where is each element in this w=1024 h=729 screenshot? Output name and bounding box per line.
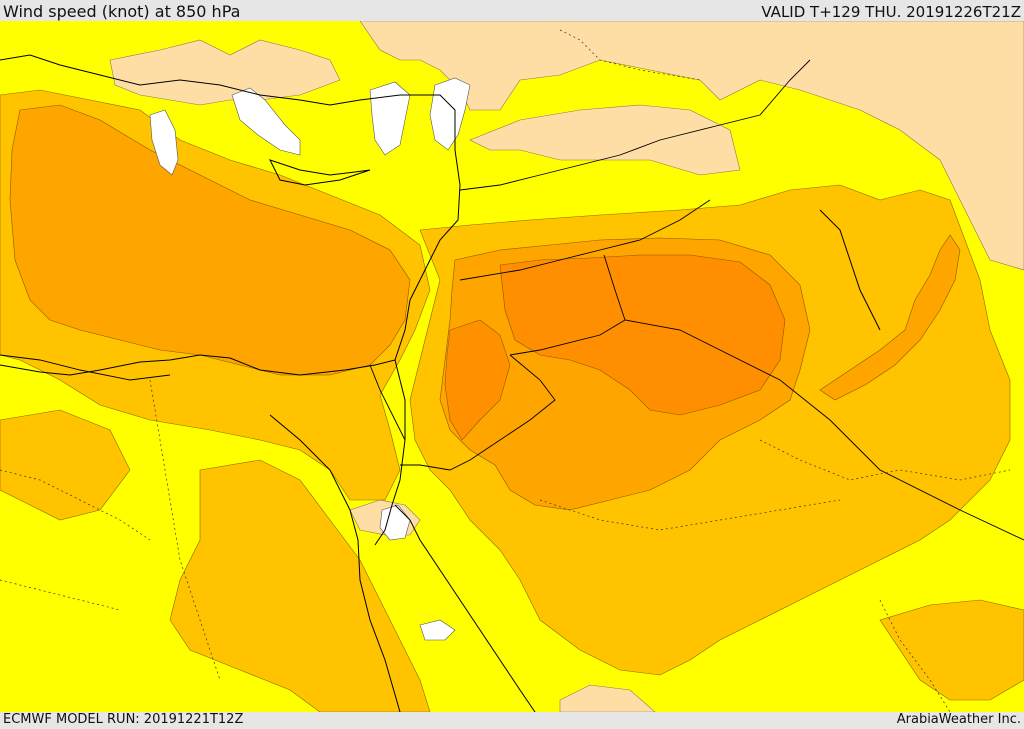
footer-bar: [0, 712, 1024, 729]
dark-orange-south: [444, 319, 511, 441]
country-borders: [0, 59, 1024, 541]
light-region-north: [359, 21, 1024, 271]
credit: ArabiaWeather Inc.: [896, 712, 1021, 727]
calm-region-sudan: [419, 619, 456, 641]
header-bar: [0, 0, 1024, 21]
light-region-northwest: [109, 39, 341, 106]
calm-region-turkey-2: [369, 81, 411, 156]
gold-region-egypt-west: [0, 409, 131, 521]
dark-orange-core: [499, 254, 786, 416]
light-region-south: [559, 684, 656, 712]
orange-region-mediterranean: [9, 104, 411, 376]
valid-time: VALID T+129 THU. 20191226T21Z: [761, 3, 1021, 21]
orange-region-east-streak: [819, 234, 961, 401]
gold-region-southeast: [879, 599, 1024, 701]
model-run: ECMWF MODEL RUN: 20191221T12Z: [3, 712, 244, 727]
internal-borders: [0, 29, 1011, 712]
map-title: Wind speed (knot) at 850 hPa: [3, 2, 241, 21]
coastlines: [0, 54, 881, 712]
calm-region-turkey-4: [149, 109, 179, 176]
calm-region-turkey-3: [429, 77, 471, 151]
gold-region-southwest: [169, 459, 431, 712]
wind-speed-map: [0, 21, 1024, 712]
calm-region-aqaba: [379, 504, 411, 541]
light-region-east: [469, 104, 741, 176]
